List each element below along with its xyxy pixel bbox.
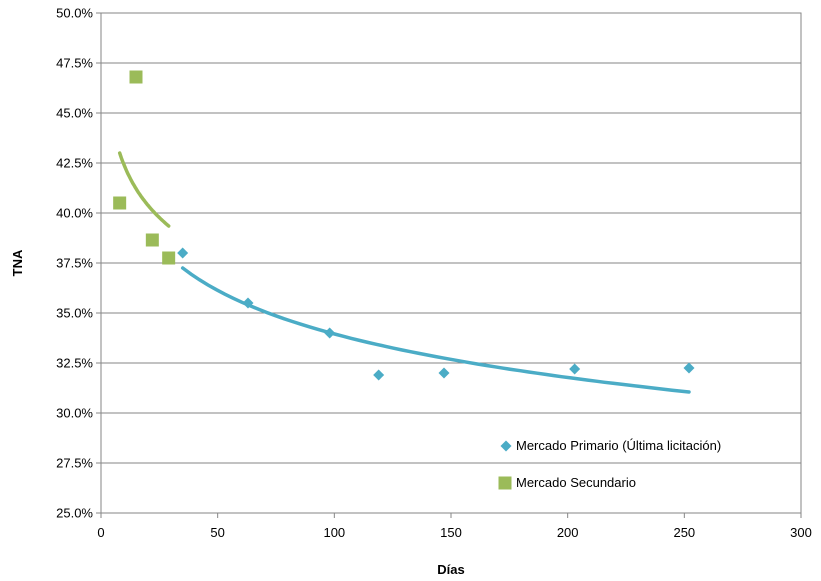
y-tick-label: 50.0% xyxy=(56,6,93,21)
trendline-series-1 xyxy=(180,266,691,394)
x-axis-title: Días xyxy=(437,562,464,577)
trendlines xyxy=(117,151,691,394)
legend-label-series-2: Mercado Secundario xyxy=(516,475,636,490)
data-point-series-1 xyxy=(438,367,450,379)
data-point-series-2 xyxy=(113,196,127,210)
y-tick-label: 30.0% xyxy=(56,406,93,421)
y-tick-label: 40.0% xyxy=(56,206,93,221)
legend-label-series-1: Mercado Primario (Última licitación) xyxy=(516,438,721,453)
data-point-series-1 xyxy=(683,362,695,374)
data-point-series-1 xyxy=(177,247,189,259)
x-tick-label: 200 xyxy=(557,525,579,540)
y-tick-label: 47.5% xyxy=(56,56,93,71)
y-tick-label: 27.5% xyxy=(56,456,93,471)
x-tick-label: 100 xyxy=(323,525,345,540)
data-point-series-2 xyxy=(162,251,176,265)
x-tick-label: 250 xyxy=(673,525,695,540)
y-tick-label: 25.0% xyxy=(56,506,93,521)
legend-marker-series-2 xyxy=(498,476,512,490)
y-tick-label: 45.0% xyxy=(56,106,93,121)
data-point-series-2 xyxy=(129,70,143,84)
y-axis-title: TNA xyxy=(10,249,25,276)
data-point-series-1 xyxy=(373,369,385,381)
y-tick-label: 35.0% xyxy=(56,306,93,321)
x-tick-label: 150 xyxy=(440,525,462,540)
legend: Mercado Primario (Última licitación) Merc… xyxy=(498,438,721,490)
data-points xyxy=(113,70,695,381)
legend-marker-series-1 xyxy=(500,440,512,452)
x-tick-label: 50 xyxy=(210,525,224,540)
y-tick-label: 42.5% xyxy=(56,156,93,171)
data-point-series-1 xyxy=(569,363,581,375)
data-point-series-1 xyxy=(242,297,254,309)
y-tick-label: 32.5% xyxy=(56,356,93,371)
data-point-series-2 xyxy=(145,233,159,247)
x-axis: 0 50 100 150 200 250 300 xyxy=(97,513,812,540)
trendline-series-2 xyxy=(117,151,171,228)
y-axis: 25.0% 27.5% 30.0% 32.5% 35.0% 37.5% 40.0% 42.5%… xyxy=(56,6,101,521)
data-point-series-1 xyxy=(324,327,336,339)
x-tick-label: 0 xyxy=(97,525,104,540)
y-tick-label: 37.5% xyxy=(56,256,93,271)
x-tick-label: 300 xyxy=(790,525,812,540)
grid-lines xyxy=(101,62,801,464)
